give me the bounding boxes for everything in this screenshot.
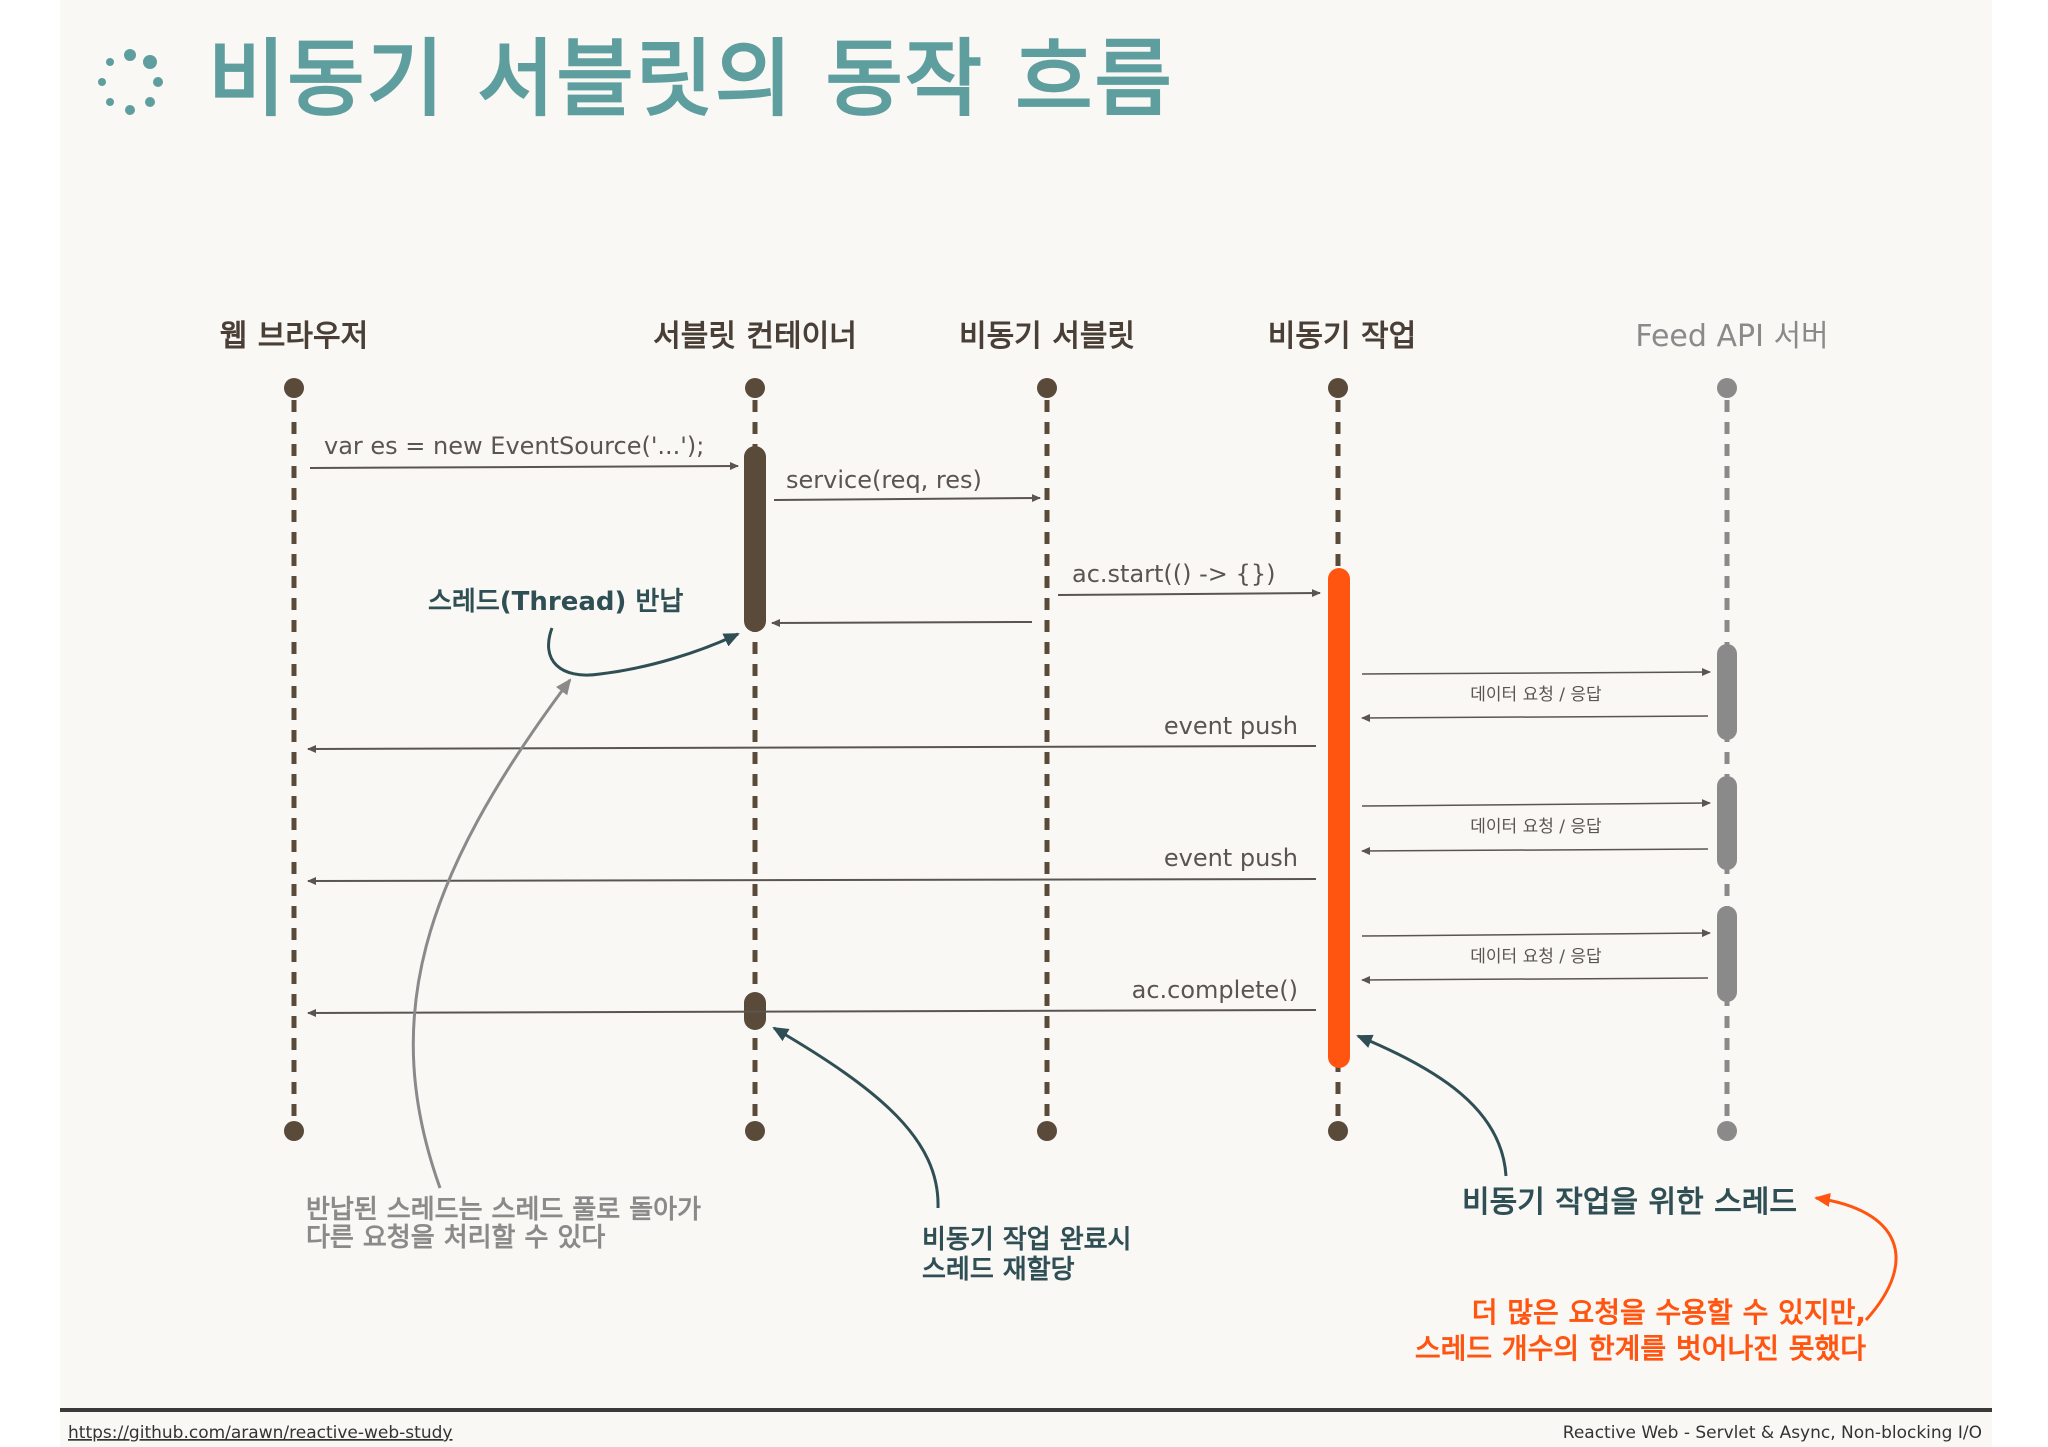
- annotation-returned-thread: 반납된 스레드는 스레드 풀로 돌아가 다른 요청을 처리할 수 있다: [306, 678, 701, 1253]
- message-service: service(req, res): [773, 466, 1041, 503]
- activation-container-request: [744, 446, 766, 632]
- message-event-push-1-label: event push: [1164, 712, 1298, 740]
- annotation-returned-thread-line2: 다른 요청을 처리할 수 있다: [306, 1223, 605, 1253]
- message-event-push-1: event push: [307, 712, 1317, 753]
- message-data-request-2: 데이터 요청 / 응답: [1361, 799, 1711, 855]
- message-ac-start-label: ac.start(() -> {}): [1072, 560, 1275, 588]
- annotation-reassign-line2: 스레드 재할당: [922, 1255, 1075, 1285]
- message-data-request-1-label: 데이터 요청 / 응답: [1470, 685, 1602, 705]
- annotation-thread-limit-line2: 스레드 개수의 한계를 벗어나진 못했다: [1415, 1332, 1866, 1365]
- page-title: 비동기 서블릿의 동작 흐름: [208, 30, 1174, 128]
- footer-link[interactable]: https://github.com/arawn/reactive-web-st…: [68, 1423, 452, 1443]
- actor-async-task-label: 비동기 작업: [1268, 319, 1416, 354]
- slide: [60, 0, 1992, 1447]
- actor-container-label: 서블릿 컨테이너: [653, 319, 857, 354]
- message-data-request-2-label: 데이터 요청 / 응답: [1470, 817, 1602, 837]
- message-data-request-3-label: 데이터 요청 / 응답: [1470, 947, 1602, 967]
- lifeline-browser: [284, 378, 304, 1141]
- annotation-thread-return: 스레드(Thread) 반납: [428, 587, 740, 677]
- actor-feed-api-label: Feed API 서버: [1635, 319, 1828, 354]
- message-ac-complete-label: ac.complete(): [1132, 976, 1298, 1004]
- message-service-label: service(req, res): [786, 466, 982, 494]
- annotation-async-thread: 비동기 작업을 위한 스레드: [1356, 1034, 1797, 1220]
- annotation-thread-limit: 더 많은 요청을 수용할 수 있지만, 스레드 개수의 한계를 벗어나진 못했다: [1415, 1193, 1898, 1365]
- message-data-request-3: 데이터 요청 / 응답: [1361, 929, 1711, 984]
- actor-async-servlet-label: 비동기 서블릿: [959, 319, 1135, 354]
- spinner-icon: [98, 49, 163, 115]
- lifeline-feed-api: [1717, 378, 1737, 1141]
- activation-feed-api-1: [1717, 644, 1737, 740]
- activation-async-task: [1328, 568, 1350, 1068]
- actor-browser-label: 웹 브라우저: [220, 319, 368, 354]
- annotation-reassign-line1: 비동기 작업 완료시: [922, 1225, 1131, 1255]
- annotation-returned-thread-line1: 반납된 스레드는 스레드 풀로 돌아가: [306, 1195, 701, 1225]
- message-event-push-2-label: event push: [1164, 844, 1298, 872]
- activation-feed-api-3: [1717, 906, 1737, 1002]
- annotation-reassign: 비동기 작업 완료시 스레드 재할당: [772, 1026, 1131, 1285]
- message-event-push-2: event push: [307, 844, 1317, 885]
- message-return-thread: [771, 618, 1033, 627]
- annotation-async-thread-label: 비동기 작업을 위한 스레드: [1462, 1185, 1797, 1220]
- message-ac-start: ac.start(() -> {}): [1057, 560, 1321, 598]
- annotation-thread-return-label: 스레드(Thread) 반납: [428, 587, 683, 617]
- message-ac-complete: ac.complete(): [307, 976, 1317, 1017]
- annotation-thread-limit-line1: 더 많은 요청을 수용할 수 있지만,: [1472, 1296, 1866, 1329]
- footer-caption: Reactive Web - Servlet & Async, Non-bloc…: [1563, 1423, 1982, 1443]
- message-data-request-1: 데이터 요청 / 응답: [1361, 668, 1711, 722]
- message-event-source: var es = new EventSource('...');: [309, 432, 739, 471]
- message-event-source-label: var es = new EventSource('...');: [324, 432, 704, 460]
- activation-feed-api-2: [1717, 776, 1737, 870]
- lifeline-async-servlet: [1037, 378, 1057, 1141]
